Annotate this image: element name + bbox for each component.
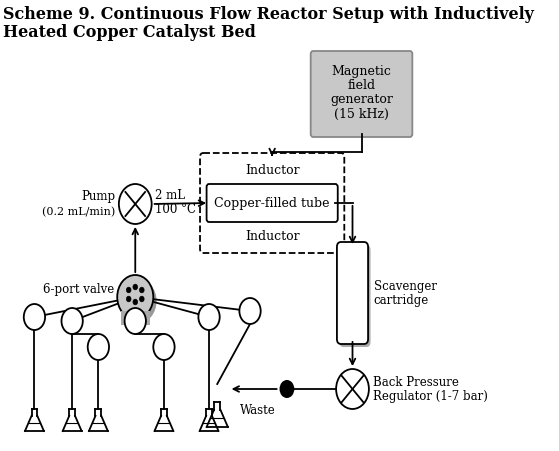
Circle shape <box>126 288 131 293</box>
FancyBboxPatch shape <box>339 245 371 347</box>
Circle shape <box>24 304 45 330</box>
Text: Inductor: Inductor <box>245 164 300 177</box>
Text: 6-port valve: 6-port valve <box>42 283 114 296</box>
Text: Back Pressure: Back Pressure <box>373 376 459 389</box>
Circle shape <box>133 285 138 290</box>
Circle shape <box>140 297 144 302</box>
Circle shape <box>126 297 131 302</box>
Circle shape <box>239 299 260 324</box>
Circle shape <box>153 334 174 360</box>
Text: field: field <box>348 79 376 92</box>
Text: Copper-filled tube: Copper-filled tube <box>215 197 330 210</box>
Circle shape <box>198 304 220 330</box>
Text: Regulator (1-7 bar): Regulator (1-7 bar) <box>373 390 488 403</box>
Text: Scheme 9. Continuous Flow Reactor Setup with Inductively: Scheme 9. Continuous Flow Reactor Setup … <box>3 6 534 23</box>
Text: Heated Copper Catalyst Bed: Heated Copper Catalyst Bed <box>3 24 256 41</box>
FancyBboxPatch shape <box>207 184 338 222</box>
Circle shape <box>140 288 144 293</box>
Text: Scavenger: Scavenger <box>374 280 437 293</box>
Circle shape <box>336 369 369 409</box>
Circle shape <box>125 308 146 334</box>
FancyBboxPatch shape <box>121 311 150 325</box>
FancyBboxPatch shape <box>311 52 413 138</box>
Circle shape <box>88 334 109 360</box>
Text: Pump: Pump <box>82 190 116 203</box>
Circle shape <box>280 380 294 398</box>
Text: 100 °C: 100 °C <box>155 203 196 216</box>
Text: (0.2 mL/min): (0.2 mL/min) <box>42 207 116 216</box>
Circle shape <box>119 184 151 225</box>
Text: Magnetic: Magnetic <box>331 65 391 78</box>
Text: cartridge: cartridge <box>374 294 429 307</box>
FancyBboxPatch shape <box>337 243 368 344</box>
Text: Inductor: Inductor <box>245 230 300 243</box>
Circle shape <box>61 308 83 334</box>
Circle shape <box>117 276 153 319</box>
Text: 2 mL: 2 mL <box>155 189 185 202</box>
Text: Waste: Waste <box>240 403 276 416</box>
Text: (15 kHz): (15 kHz) <box>334 108 389 121</box>
Text: generator: generator <box>330 93 393 106</box>
Circle shape <box>121 279 157 323</box>
Circle shape <box>133 299 138 305</box>
